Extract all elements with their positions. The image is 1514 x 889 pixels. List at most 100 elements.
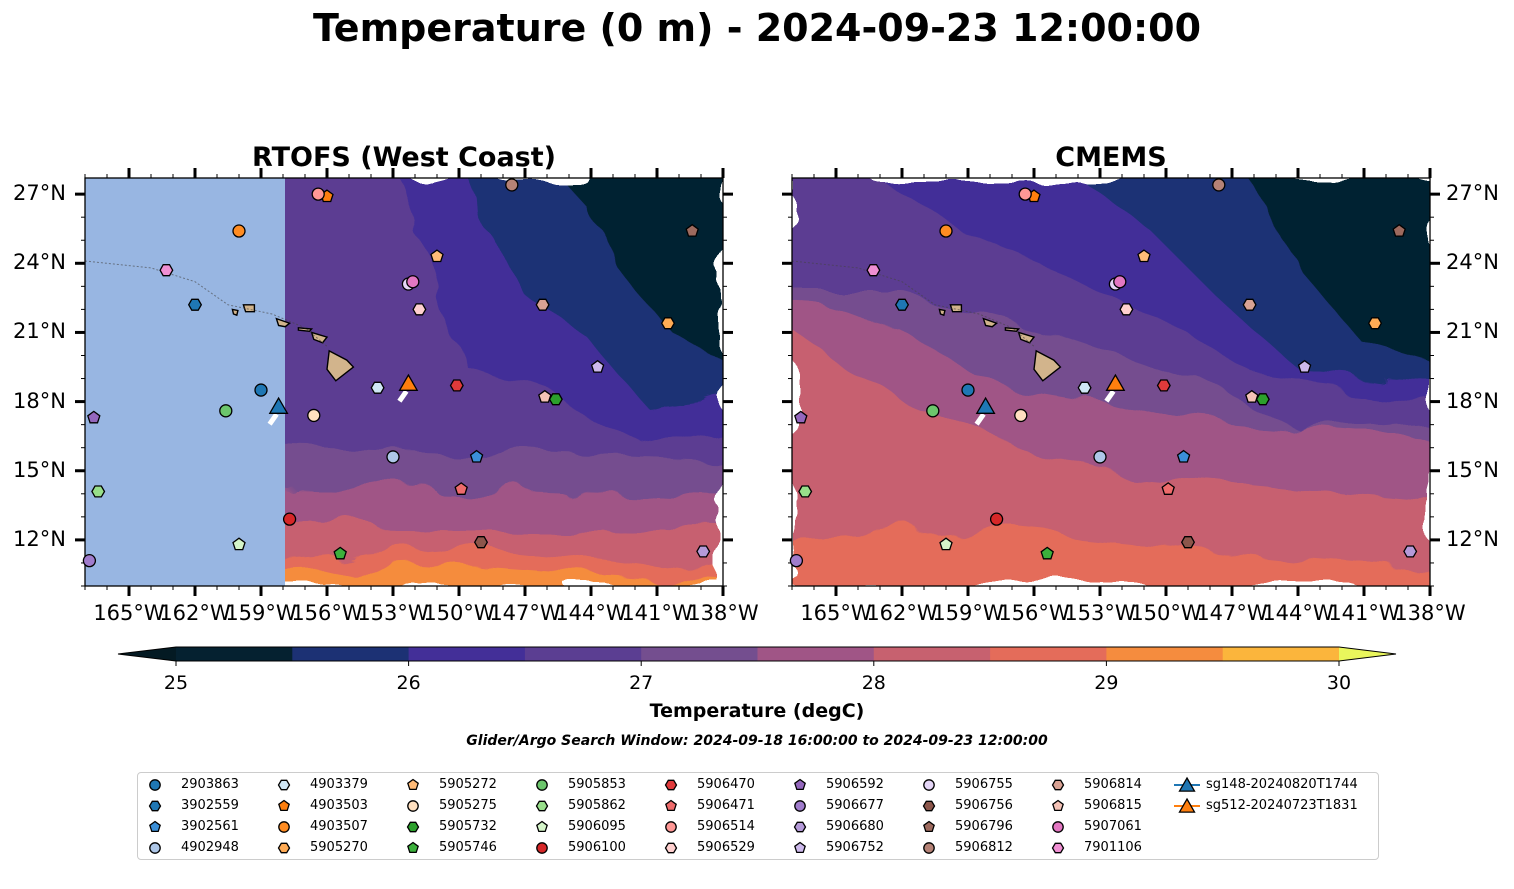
- argo-marker-5906470: [449, 379, 464, 392]
- colorbar-extend-high: [1339, 647, 1396, 661]
- argo-marker-5906095: [232, 537, 246, 551]
- legend-label: 5906812: [955, 840, 1013, 855]
- argo-marker-5905272: [1137, 249, 1151, 263]
- argo-marker-5907061: [1113, 275, 1127, 289]
- legend-label: 5905746: [439, 840, 497, 855]
- colorbar-segment: [408, 647, 526, 661]
- legend-label: sg512-20240723T1831: [1206, 798, 1358, 813]
- axis-ticks: [75, 168, 1440, 596]
- argo-marker-4903379: [1077, 381, 1092, 394]
- lon-tick-label: 153°W: [1064, 601, 1136, 625]
- legend-label: 4903503: [310, 798, 368, 813]
- lon-tick-label: 162°W: [159, 601, 231, 625]
- argo-marker-3902559: [187, 298, 203, 311]
- legend-label: 7901106: [1084, 840, 1142, 855]
- lon-tick-label: 141°W: [1328, 601, 1400, 625]
- argo-marker-5906796: [685, 223, 699, 237]
- argo-marker-5906471: [454, 482, 468, 495]
- legend-marker-sg512-20240723T1831: [1178, 797, 1196, 813]
- lat-tick-label: 27°N: [13, 181, 66, 206]
- lat-tick-label: 12°N: [1446, 526, 1499, 551]
- argo-marker-5906677: [789, 553, 804, 568]
- figure-title: Temperature (0 m) - 2024-09-23 12:00:00: [312, 6, 1202, 50]
- legend-marker-5906470: [664, 779, 678, 791]
- argo-marker-4902948: [1093, 450, 1107, 464]
- island-3: [982, 317, 999, 328]
- legend: 2903863 3902559 3902561 4902948 4903379 49035…: [137, 772, 1379, 860]
- argo-marker-5906470: [1156, 379, 1171, 392]
- island-3: [275, 317, 292, 328]
- legend-marker-5905853: [536, 779, 548, 791]
- lon-tick-label: 159°W: [225, 601, 297, 625]
- lat-tick-label: 18°N: [13, 388, 66, 413]
- argo-marker-5905270: [1367, 317, 1383, 330]
- legend-marker-5906677: [794, 800, 806, 812]
- lon-tick-label: 138°W: [1394, 601, 1466, 625]
- legend-marker-5905275: [407, 800, 419, 812]
- colorbar-segment: [757, 647, 875, 661]
- legend-label: 3902559: [181, 798, 239, 813]
- glider-marker-sg148-20240820T1744: [975, 396, 996, 414]
- argo-marker-5906514: [311, 187, 325, 201]
- lon-tick-label: 141°W: [621, 601, 693, 625]
- argo-marker-5906815: [1245, 389, 1259, 403]
- argo-marker-3902561: [469, 449, 484, 463]
- lon-tick-label: 156°W: [998, 601, 1070, 625]
- legend-marker-5905746: [407, 841, 419, 854]
- lat-tick-label: 24°N: [1446, 250, 1499, 275]
- lat-tick-label: 21°N: [1446, 319, 1499, 344]
- rtofs-no-data-region: [85, 178, 285, 586]
- lat-tick-label: 12°N: [13, 526, 66, 551]
- island-5: [231, 308, 239, 317]
- glider-track: [267, 412, 279, 426]
- lon-tick-label: 159°W: [932, 601, 1004, 625]
- glider-track: [397, 389, 409, 403]
- legend-label: 5906677: [826, 798, 884, 813]
- legend-label: 5905853: [568, 777, 626, 792]
- argo-marker-5906812: [505, 178, 519, 192]
- argo-marker-5905732: [1255, 393, 1270, 406]
- colorbar-tick-label: 30: [1326, 672, 1352, 694]
- lon-tick-label: 147°W: [489, 601, 561, 625]
- legend-label: 5906471: [697, 798, 755, 813]
- legend-marker-sg148-20240820T1744: [1178, 776, 1196, 792]
- panel-title-cmems: CMEMS: [1055, 142, 1167, 173]
- argo-marker-5905746: [333, 546, 347, 560]
- argo-marker-5906680: [696, 545, 711, 558]
- colorbar-segment: [641, 647, 758, 661]
- legend-marker-7901106: [1051, 842, 1065, 854]
- glider-track: [974, 412, 986, 426]
- legend-label: 5906514: [697, 819, 755, 834]
- colorbar-segment: [292, 647, 410, 661]
- island-5: [938, 308, 946, 317]
- island-0: [326, 349, 355, 382]
- legend-label: 5906100: [568, 840, 626, 855]
- legend-label: 5906680: [826, 819, 884, 834]
- argo-marker-5906471: [1161, 482, 1175, 495]
- argo-marker-5906756: [1180, 536, 1196, 549]
- argo-marker-5905275: [307, 408, 321, 423]
- rtofs-map: [85, 178, 723, 586]
- colorbar-tick-label: 27: [629, 672, 654, 694]
- argo-marker-5906095: [939, 537, 953, 551]
- glider-marker-sg148-20240820T1744: [268, 396, 289, 414]
- argo-marker-5906677: [82, 553, 97, 568]
- rtofs-map-frame: [84, 177, 724, 587]
- argo-marker-5906100: [282, 512, 297, 526]
- search-window-text: Glider/Argo Search Window: 2024-09-18 16…: [466, 733, 1048, 749]
- argo-marker-5906752: [590, 359, 605, 373]
- argo-marker-7901106: [159, 264, 174, 277]
- legend-label: 5905862: [568, 798, 626, 813]
- island-4: [242, 304, 256, 313]
- argo-marker-5905275: [1014, 408, 1028, 423]
- legend-label: 5905275: [439, 798, 497, 813]
- legend-label: 5906814: [1084, 777, 1142, 792]
- argo-marker-4903507: [232, 224, 246, 238]
- legend-marker-5906095: [536, 820, 548, 833]
- argo-marker-4902948: [386, 450, 400, 464]
- legend-marker-5905270: [277, 842, 291, 854]
- legend-marker-4903503: [278, 799, 290, 812]
- colorbar-tick-label: 28: [861, 672, 886, 694]
- lon-tick-label: 150°W: [1130, 601, 1202, 625]
